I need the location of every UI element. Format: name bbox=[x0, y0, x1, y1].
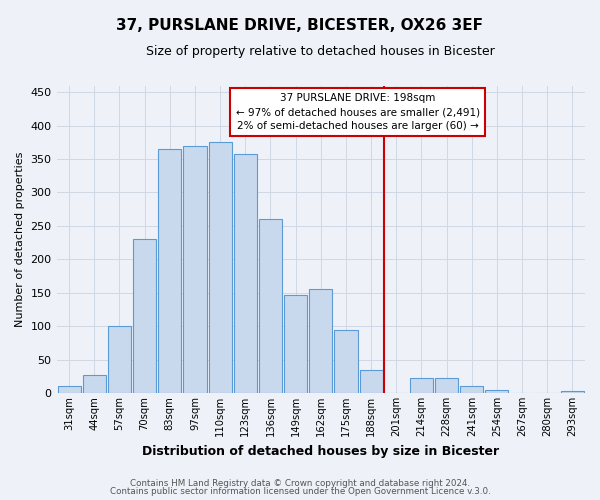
Bar bbox=[561, 391, 584, 393]
Bar bbox=[133, 240, 156, 393]
X-axis label: Distribution of detached houses by size in Bicester: Distribution of detached houses by size … bbox=[142, 444, 499, 458]
Bar bbox=[334, 330, 358, 393]
Bar bbox=[359, 370, 383, 393]
Bar bbox=[485, 390, 508, 393]
Text: Contains HM Land Registry data © Crown copyright and database right 2024.: Contains HM Land Registry data © Crown c… bbox=[130, 478, 470, 488]
Bar bbox=[209, 142, 232, 393]
Bar bbox=[184, 146, 206, 393]
Bar bbox=[309, 290, 332, 393]
Bar bbox=[234, 154, 257, 393]
Text: 37, PURSLANE DRIVE, BICESTER, OX26 3EF: 37, PURSLANE DRIVE, BICESTER, OX26 3EF bbox=[116, 18, 484, 32]
Bar bbox=[108, 326, 131, 393]
Text: Contains public sector information licensed under the Open Government Licence v.: Contains public sector information licen… bbox=[110, 487, 490, 496]
Title: Size of property relative to detached houses in Bicester: Size of property relative to detached ho… bbox=[146, 45, 495, 58]
Text: 37 PURSLANE DRIVE: 198sqm
← 97% of detached houses are smaller (2,491)
2% of sem: 37 PURSLANE DRIVE: 198sqm ← 97% of detac… bbox=[236, 93, 480, 131]
Bar bbox=[284, 295, 307, 393]
Bar bbox=[460, 386, 484, 393]
Bar bbox=[83, 375, 106, 393]
Bar bbox=[435, 378, 458, 393]
Y-axis label: Number of detached properties: Number of detached properties bbox=[15, 152, 25, 327]
Bar bbox=[58, 386, 80, 393]
Bar bbox=[158, 149, 181, 393]
Bar bbox=[410, 378, 433, 393]
Bar bbox=[259, 219, 282, 393]
